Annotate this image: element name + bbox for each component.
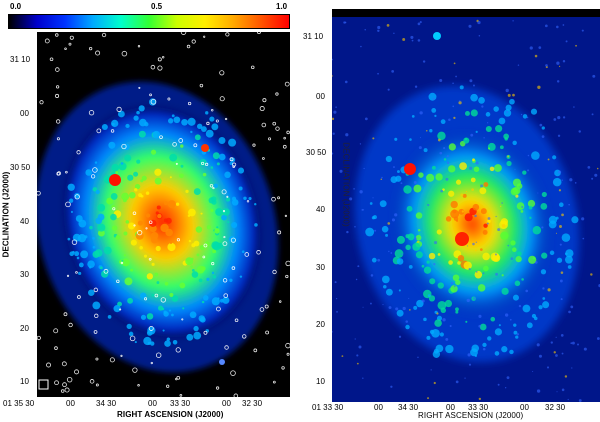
right-dec-tick: 20 <box>316 320 325 329</box>
right-ra-tick: 00 <box>446 403 455 412</box>
left-dec-tick: 10 <box>20 377 29 386</box>
right-dec-tick: 30 50 <box>306 148 327 157</box>
left-contour-dots <box>37 32 290 397</box>
right-ra-tick: 32 30 <box>545 403 566 412</box>
left-ylabel: DECLINATION (J2000) <box>1 171 11 258</box>
left-dec-tick: 30 <box>20 270 29 279</box>
left-dec-tick: 30 50 <box>10 163 31 172</box>
left-ra-tick: 33 30 <box>170 399 191 408</box>
left-galaxy-render <box>37 32 290 397</box>
right-xlabel: RIGHT ASCENSION (J2000) <box>418 411 524 420</box>
right-background-noise <box>332 19 600 402</box>
left-ra-tick: 34 30 <box>96 399 117 408</box>
left-ra-tick: 01 35 30 <box>3 399 35 408</box>
right-dec-tick: 10 <box>316 377 325 386</box>
colorbar: 0.0 0.5 1.0 <box>8 2 290 30</box>
right-ylabel: DECLINATION (J2000) <box>341 142 351 227</box>
right-dec-tick: 31 10 <box>303 32 324 41</box>
left-dec-tick: 31 10 <box>10 55 31 64</box>
left-xlabel: RIGHT ASCENSION (J2000) <box>117 410 224 419</box>
colorbar-label-min: 0.0 <box>10 2 22 11</box>
right-ra-tick: 33 30 <box>468 403 489 412</box>
left-ra-tick: 00 <box>222 399 231 408</box>
left-ra-tick: 00 <box>148 399 157 408</box>
colorbar-gradient <box>8 14 290 29</box>
right-galaxy-image <box>332 9 600 402</box>
colorbar-label-max: 1.0 <box>276 2 288 11</box>
right-dec-tick: 40 <box>316 205 325 214</box>
left-galaxy-image <box>37 32 290 397</box>
colorbar-label-mid: 0.5 <box>151 2 163 11</box>
right-ra-tick: 34 30 <box>398 403 419 412</box>
left-dec-tick: 20 <box>20 324 29 333</box>
left-dec-tick: 40 <box>20 217 29 226</box>
right-ra-tick: 00 <box>520 403 529 412</box>
left-ra-tick: 32 30 <box>242 399 263 408</box>
right-dec-tick: 30 <box>316 263 325 272</box>
left-ra-tick: 00 <box>66 399 75 408</box>
right-ra-tick: 00 <box>374 403 383 412</box>
left-dec-tick: 00 <box>20 109 29 118</box>
right-galaxy-render <box>332 9 600 402</box>
right-emission-knots <box>365 32 579 358</box>
right-ra-tick: 01 33 30 <box>312 403 344 412</box>
left-emission-knots <box>67 98 258 365</box>
right-dec-tick: 00 <box>316 92 325 101</box>
